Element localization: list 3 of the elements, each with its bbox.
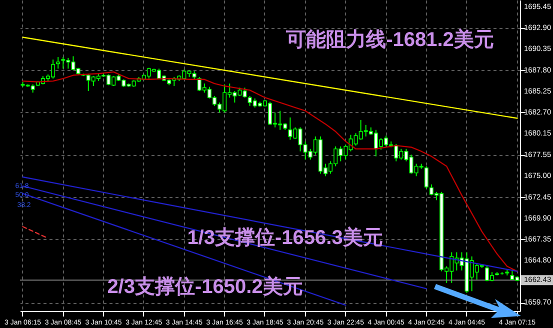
annotation: 可能阻力线-1681.2美元 (285, 28, 494, 51)
candlestick (56, 56, 60, 70)
candlestick (424, 166, 428, 190)
